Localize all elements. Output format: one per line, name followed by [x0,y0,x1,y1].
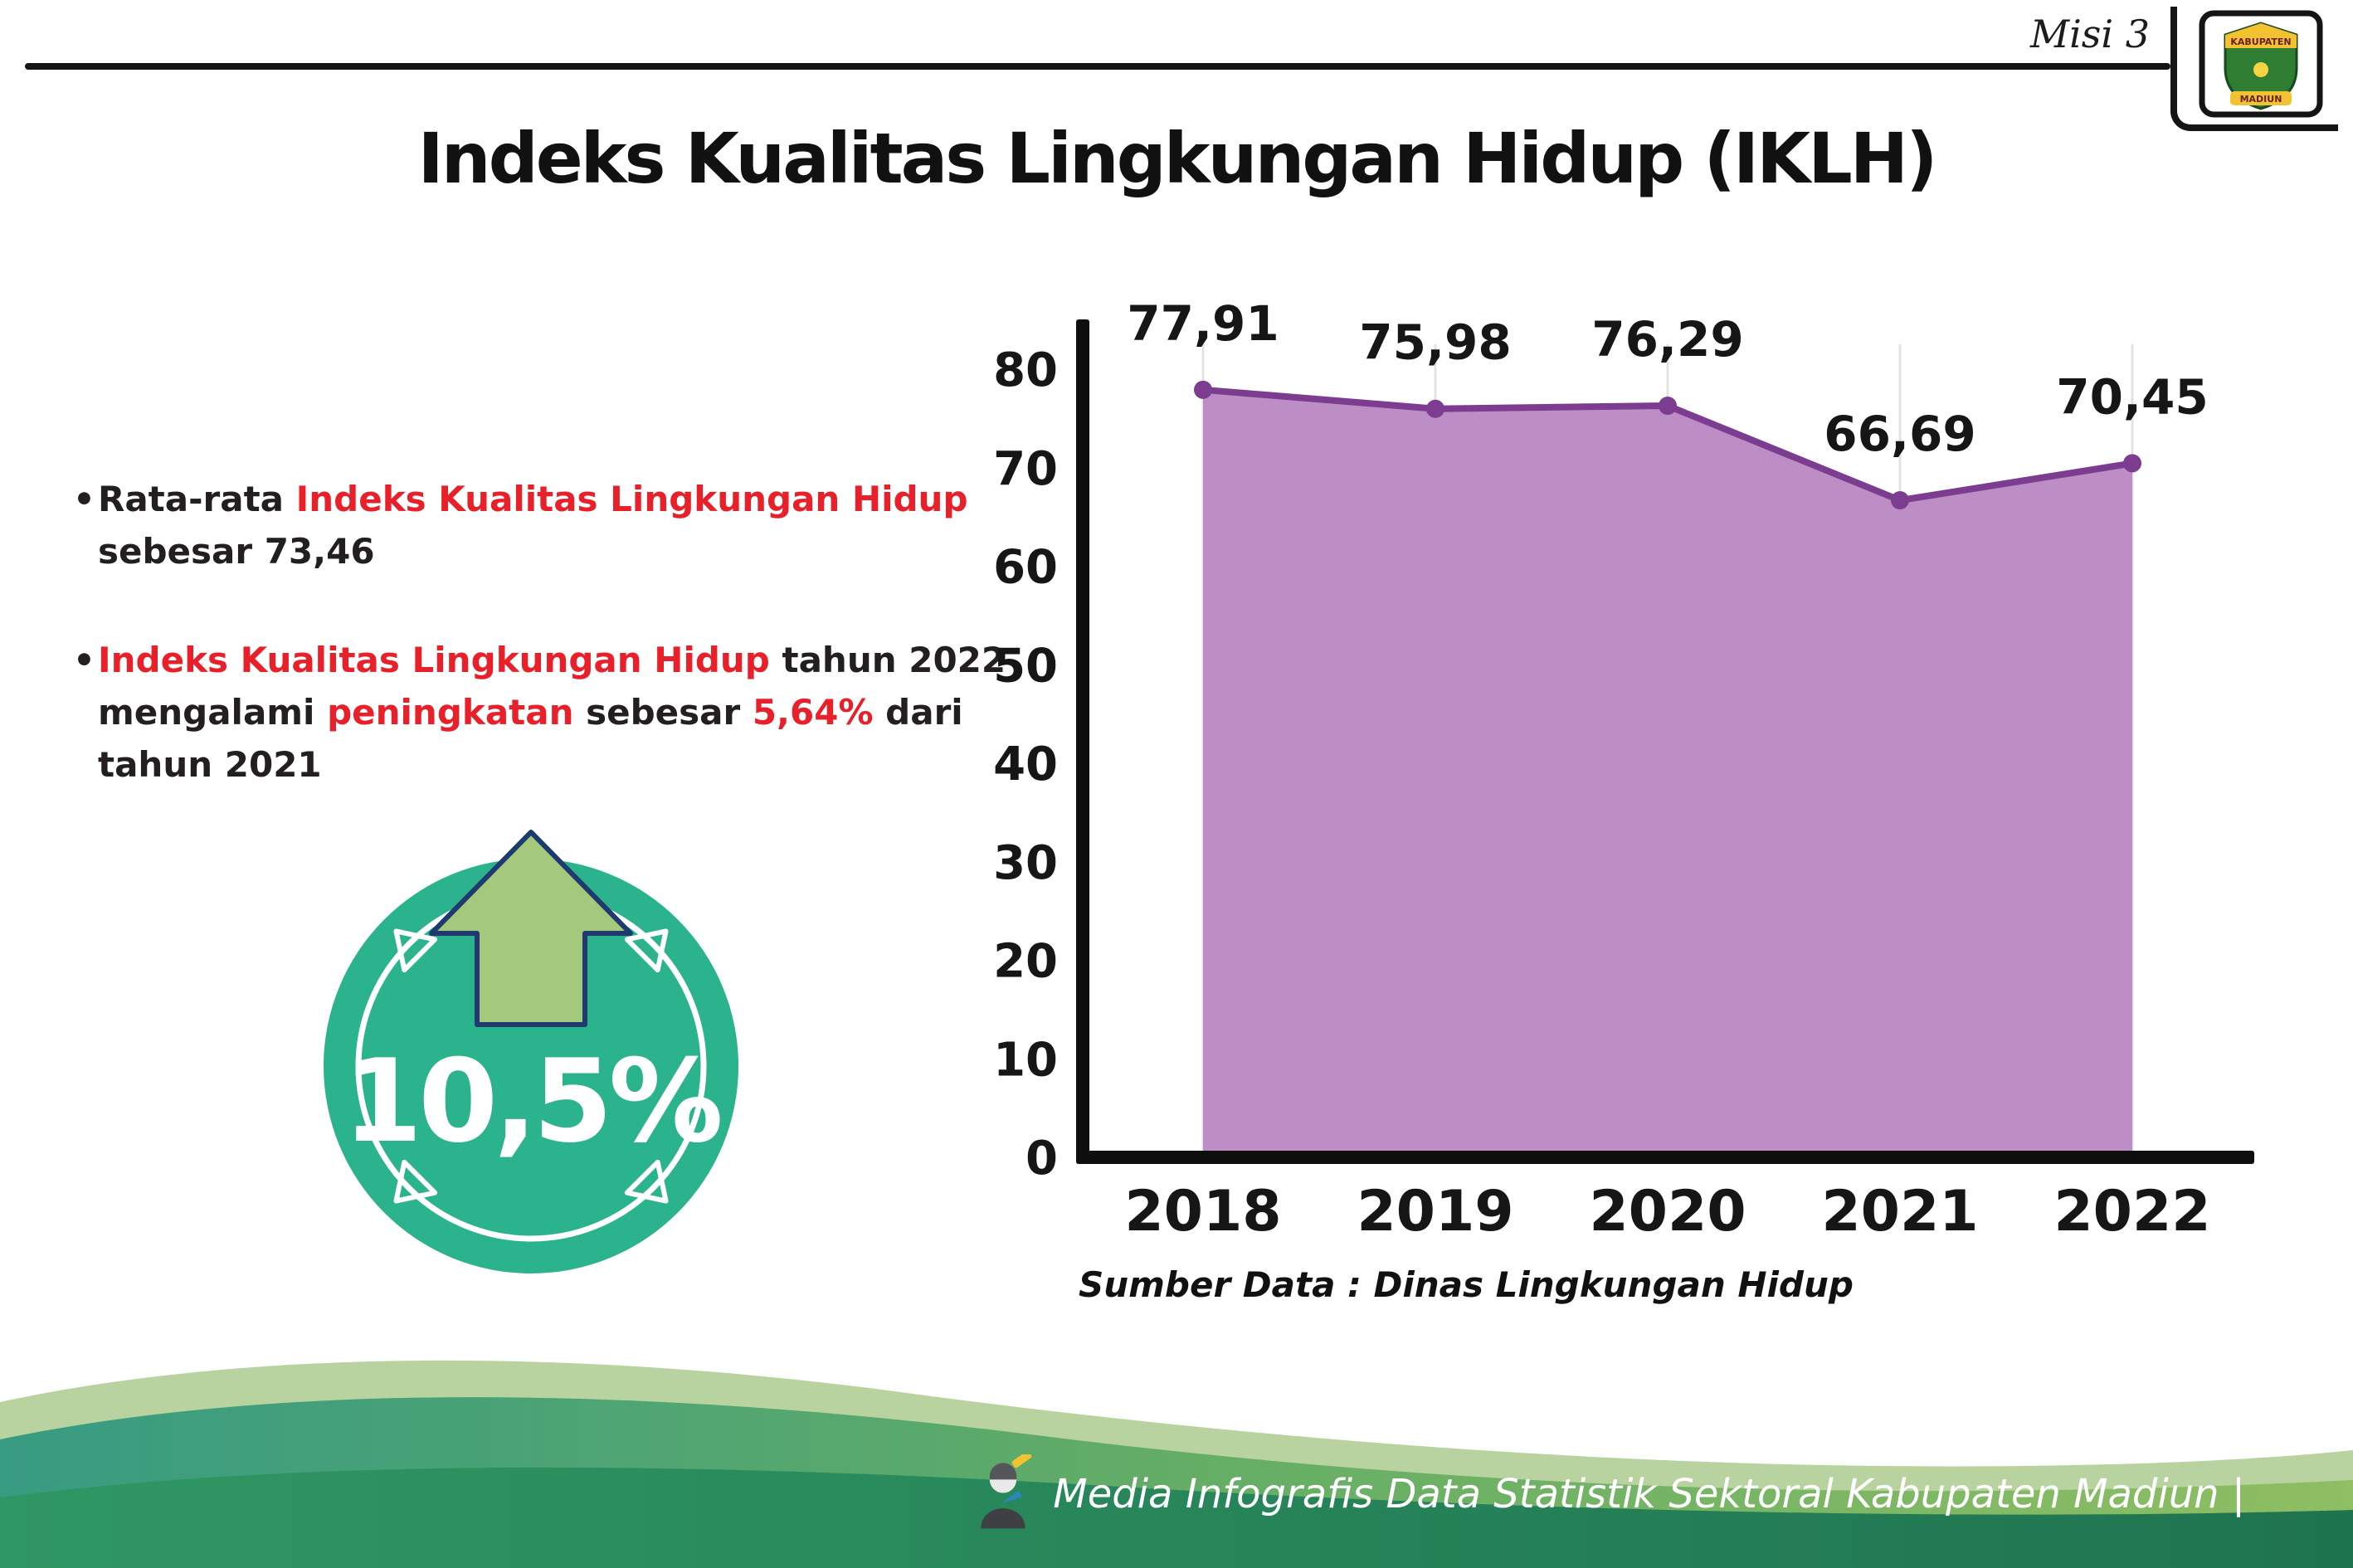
svg-text:50: 50 [993,639,1058,693]
svg-text:66,69: 66,69 [1824,406,1975,462]
svg-text:70: 70 [993,442,1058,496]
svg-text:76,29: 76,29 [1591,311,1743,368]
footer-waves-decoration [0,1360,2353,1568]
page-title: Indeks Kualitas Lingkungan Hidup (IKLH) [417,118,1938,200]
up-arrow-icon [429,830,633,1027]
chart-canvas: 77,91 75,98 76,29 66,69 70,45 0 10 20 30 40 50 60 70… [993,295,2254,1244]
mascot-icon [981,1454,1032,1529]
svg-text:30: 30 [993,836,1058,890]
svg-text:2020: 2020 [1589,1179,1746,1244]
logo-top-text: KABUPATEN [2230,37,2291,47]
svg-text:70,45: 70,45 [2056,368,2208,425]
bullet-text: Indeks Kualitas Lingkungan Hidup tahun 2… [98,640,1006,785]
svg-text:10: 10 [993,1033,1058,1087]
header-divider [25,63,2170,70]
svg-text:2018: 2018 [1124,1179,1281,1244]
bullet-marker: • [73,479,95,519]
bullet-item-average-iklh: • Rata-rata Indeks Kualitas Lingkungan H… [73,473,1052,577]
footer-credit: Media Infografis Data Statistik Sektoral… [970,1454,2245,1533]
misi-label: Misi 3 [2029,12,2150,56]
svg-text:2021: 2021 [1821,1179,1978,1244]
chart-source-note: Sumber Data : Dinas Lingkungan Hidup [1079,1264,1854,1305]
footer-credit-text: Media Infografis Data Statistik Sektoral… [1053,1470,2245,1517]
bullet-text: Rata-rata Indeks Kualitas Lingkungan Hid… [98,479,968,572]
logo-shield-icon: KABUPATEN MADIUN [2199,10,2323,118]
bullet-list: • Rata-rata Indeks Kualitas Lingkungan H… [73,473,1052,847]
svg-text:40: 40 [993,738,1058,791]
svg-text:0: 0 [1025,1132,1058,1186]
badge-percentage-value: 10,5% [343,1035,723,1168]
bullet-item-iklh-increase: • Indeks Kualitas Lingkungan Hidup tahun… [73,634,1052,791]
iklh-area-chart: 77,91 75,98 76,29 66,69 70,45 0 10 20 30 40 50 60 70… [979,249,2273,1244]
svg-text:80: 80 [993,343,1058,397]
svg-text:77,91: 77,91 [1127,295,1279,352]
svg-text:60: 60 [993,541,1058,595]
logo-corner-bracket [2170,7,2338,131]
svg-text:2022: 2022 [2053,1179,2210,1244]
logo-bottom-text: MADIUN [2240,94,2282,105]
bullet-marker: • [73,640,95,680]
svg-text:2019: 2019 [1357,1179,1513,1244]
svg-text:20: 20 [993,935,1058,989]
svg-text:75,98: 75,98 [1359,314,1511,371]
kabupaten-madiun-logo: KABUPATEN MADIUN [2199,10,2323,118]
